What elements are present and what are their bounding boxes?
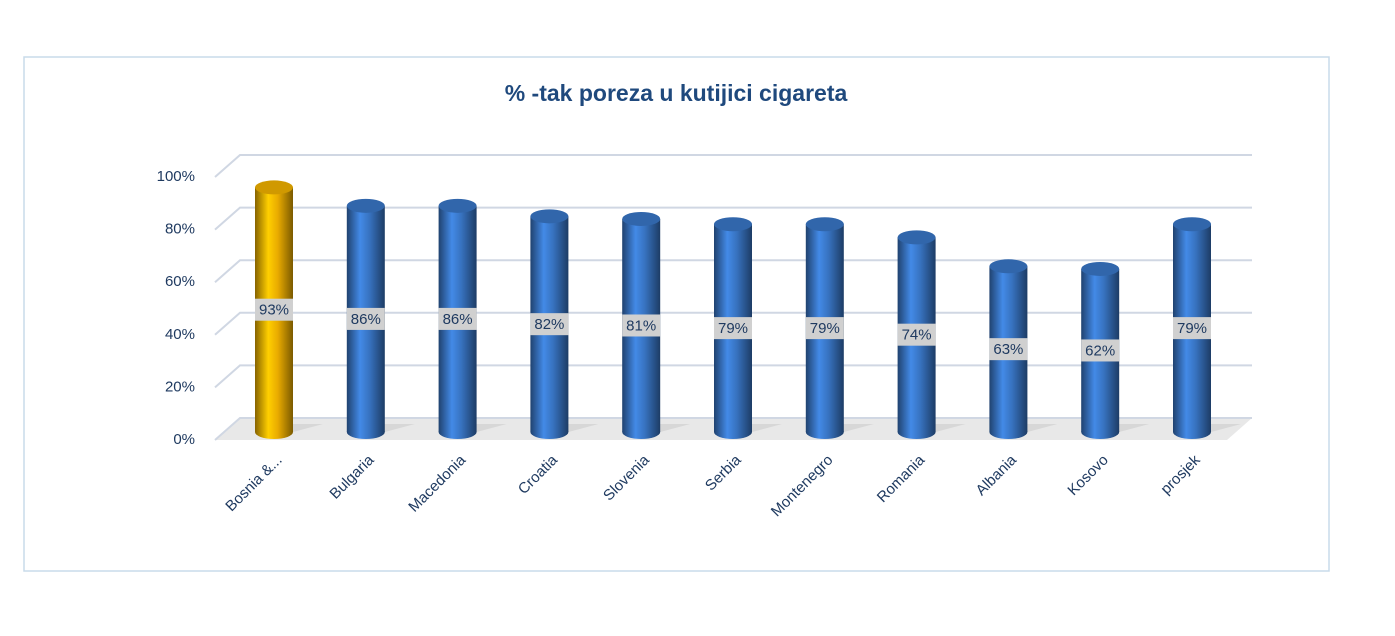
- value-label-bg: [346, 307, 385, 330]
- value-label-bg: [530, 313, 569, 336]
- value-label-bg: [1081, 339, 1120, 362]
- bar-top: [255, 180, 293, 195]
- chart-frame: [23, 56, 1330, 572]
- y-tick-label: 60%: [165, 273, 195, 290]
- value-label-bg: [805, 317, 844, 340]
- y-tick-label: 100%: [157, 168, 195, 185]
- y-tick-label: 20%: [165, 378, 195, 395]
- grid-line: [214, 154, 1252, 178]
- value-label: 81%: [626, 317, 656, 334]
- value-label: 79%: [810, 320, 840, 337]
- chart-title: % -tak poreza u kutijici cigareta: [505, 80, 848, 106]
- value-label: 62%: [1085, 342, 1115, 359]
- bar-top: [622, 211, 661, 226]
- value-label-bg: [1173, 317, 1211, 340]
- value-label: 86%: [443, 311, 473, 328]
- y-tick-label: 40%: [165, 326, 195, 343]
- bar-top: [714, 217, 752, 232]
- value-label: 74%: [902, 327, 932, 344]
- value-label-bg: [714, 317, 752, 340]
- value-label-bg: [989, 338, 1028, 361]
- value-label: 79%: [718, 320, 748, 337]
- bar-top: [530, 209, 569, 224]
- bar-top: [1173, 217, 1211, 232]
- value-label-bg: [622, 314, 661, 337]
- y-tick-label: 0%: [173, 431, 195, 448]
- y-tick-label: 80%: [165, 221, 195, 238]
- bar-top: [346, 198, 385, 213]
- bar-top: [1081, 261, 1120, 276]
- bar-top: [438, 198, 477, 213]
- bar-top: [897, 230, 936, 245]
- value-label: 93%: [259, 302, 289, 319]
- value-label: 86%: [351, 311, 381, 328]
- value-label-bg: [897, 323, 936, 346]
- bar-top: [989, 259, 1028, 274]
- value-label: 63%: [993, 341, 1023, 358]
- value-label-bg: [438, 307, 477, 330]
- value-label: 82%: [534, 316, 564, 333]
- grid-line: [214, 206, 1252, 231]
- bar-top: [805, 217, 844, 232]
- value-label-bg: [255, 298, 293, 321]
- value-label: 79%: [1177, 320, 1207, 337]
